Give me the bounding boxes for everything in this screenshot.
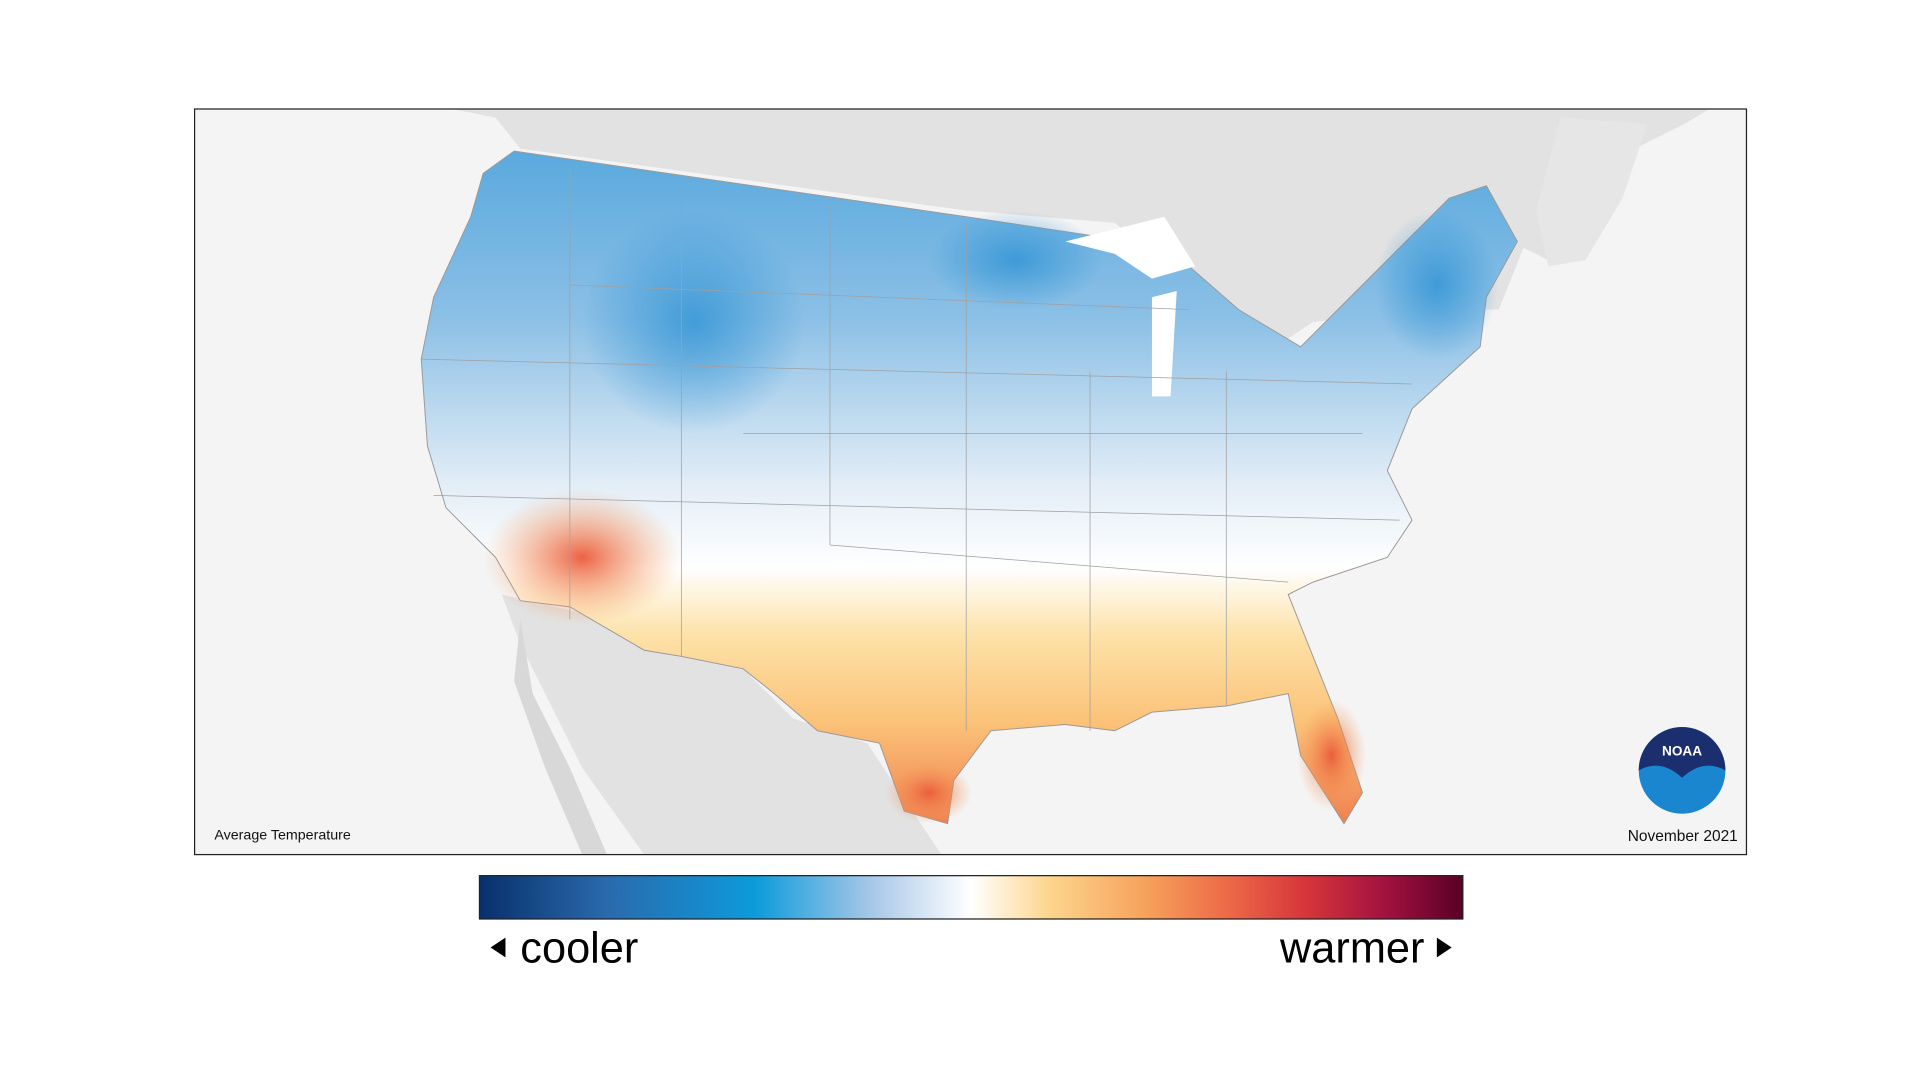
- map-label: Average Temperature: [214, 828, 350, 844]
- lake-michigan: [1151, 291, 1177, 397]
- warmer-arrow: [1436, 937, 1452, 958]
- color-legend: cooler warmer: [478, 875, 1464, 972]
- noaa-logo: NOAA: [1638, 727, 1726, 814]
- baja-landmass: [514, 619, 608, 855]
- cooler-arrow: [490, 937, 506, 958]
- north-cool-area: [929, 210, 1103, 310]
- rockies-cool-area: [582, 210, 806, 434]
- map-frame: [193, 108, 1748, 856]
- map-panel: NOAA Average Temperature November 2021: [193, 108, 1748, 856]
- logo-top: [1638, 727, 1726, 778]
- florida-warm-area: [1296, 699, 1367, 812]
- texas-warm-area: [885, 761, 973, 824]
- mexico-landmass: [501, 594, 942, 855]
- logo-text: NOAA: [1662, 744, 1702, 759]
- color-bar: [478, 875, 1464, 920]
- southwest-warm-area: [483, 489, 682, 626]
- northeast-cool-area: [1374, 210, 1499, 360]
- state-borders: [421, 167, 1413, 731]
- island-landmass: [1535, 117, 1648, 267]
- great-lakes: [1065, 216, 1196, 279]
- cooler-label: cooler: [520, 924, 638, 972]
- map-date: November 2021: [1628, 828, 1738, 845]
- warmer-label: warmer: [1279, 924, 1424, 972]
